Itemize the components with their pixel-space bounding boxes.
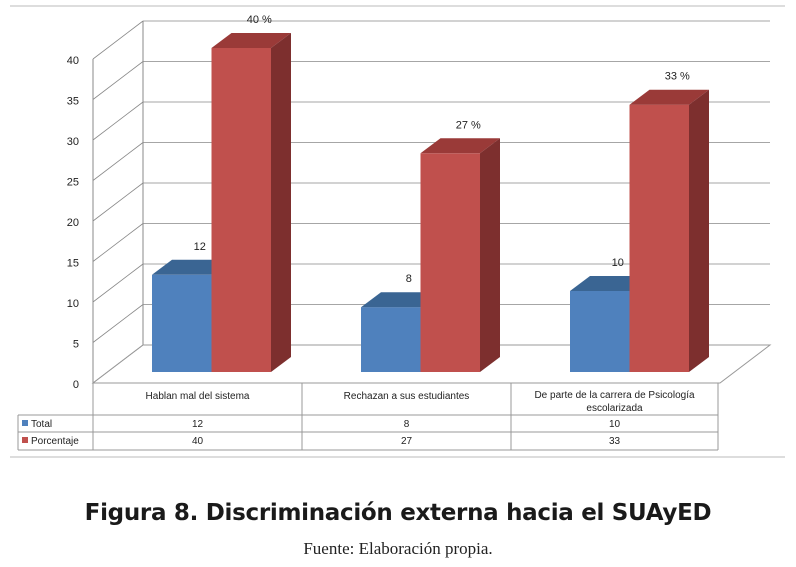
figure-source: Fuente: Elaboración propia. [303, 539, 493, 558]
table-cell: 10 [609, 419, 621, 430]
data-label: 40 % [247, 14, 272, 26]
y-tick-label: 35 [67, 96, 79, 108]
gridline-depth [92, 101, 144, 141]
bar-porcentaje-top [211, 33, 291, 48]
y-tick-label: 20 [67, 217, 79, 229]
bar-porcentaje-side [271, 33, 291, 372]
y-tick-label: 30 [67, 136, 79, 148]
bar-chart: 0 5 10 15 20 25 30 35 40 12 40 % 8 27 % 10 33 % Hablan … [10, 5, 785, 458]
legend-label: Porcentaje [31, 436, 79, 447]
gridline-depth [92, 61, 144, 100]
category-label: Hablan mal del sistema [146, 391, 250, 402]
y-tick-label: 0 [73, 379, 79, 391]
bar-total-front [570, 291, 630, 372]
data-label: 12 [194, 241, 206, 253]
bar-porcentaje-side [689, 89, 709, 372]
table-cell: 8 [404, 419, 410, 430]
category-label: De parte de la carrera de Psicología esco… [534, 390, 695, 414]
table-cell: 40 [192, 436, 204, 447]
gridline-depth [92, 142, 144, 181]
gridline-depth [92, 182, 144, 222]
bar-porcentaje-top [629, 89, 709, 105]
table-cell: 12 [192, 419, 204, 430]
bar-porcentaje-top [420, 138, 500, 154]
data-label: 8 [406, 273, 412, 285]
category-label: Rechazan a sus estudiantes [344, 391, 470, 402]
bar-porcentaje-front [629, 104, 689, 372]
legend-key-total [22, 420, 28, 426]
legend-key-porcentaje [22, 437, 28, 443]
gridline-depth [92, 304, 144, 343]
figure-caption: Figura 8. Discriminación externa hacia e… [84, 500, 712, 526]
data-label: 33 % [665, 71, 690, 83]
y-tick-label: 25 [67, 177, 79, 189]
gridline-depth [92, 263, 144, 303]
bar-porcentaje-side [480, 138, 500, 372]
data-label: 10 [612, 257, 624, 269]
table-cell: 27 [401, 436, 413, 447]
table-cell: 33 [609, 436, 621, 447]
bar-total-front [152, 274, 212, 372]
data-label: 27 % [456, 119, 481, 131]
y-tick-label: 10 [67, 298, 79, 310]
bar-porcentaje-front [211, 48, 271, 372]
bar-total-front [361, 307, 421, 372]
legend-label: Total [31, 419, 52, 430]
y-tick-label: 5 [73, 339, 79, 351]
gridline-depth [92, 223, 144, 262]
bar-porcentaje-front [420, 153, 480, 372]
gridline-depth [92, 20, 144, 60]
y-tick-label: 15 [67, 258, 79, 270]
y-tick-label: 40 [67, 55, 79, 67]
